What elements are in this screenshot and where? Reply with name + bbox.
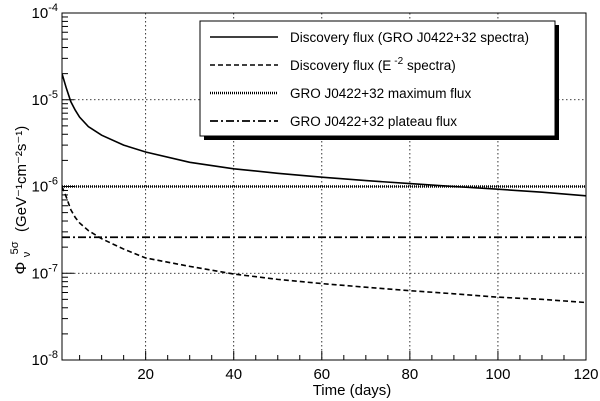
y-tick-label: 10-7 [32, 262, 58, 282]
legend-label-3: GRO J0422+32 maximum flux [290, 86, 471, 101]
y-tick-label: 10-4 [32, 2, 58, 22]
y-axis-label: Φ ν 5σ (GeV⁻¹cm⁻²s⁻¹) [5, 126, 34, 275]
y-axis-label-sub: ν [21, 251, 33, 257]
x-tick-label: 80 [402, 366, 419, 383]
y-axis-label-sup: 5σ [9, 241, 21, 254]
legend-label-4: GRO J0422+32 plateau flux [290, 114, 457, 129]
x-tick-label: 60 [313, 366, 330, 383]
legend: Discovery flux (GRO J0422+32 spectra) Dis… [199, 20, 559, 140]
x-tick-label: 40 [225, 366, 242, 383]
y-tick-label: 10-5 [32, 89, 58, 109]
series-line-2 [62, 186, 586, 304]
svg-text:Φ ν 5σ (GeV⁻: Φ ν 5σ (GeV⁻¹cm⁻²s⁻¹) [5, 126, 34, 275]
axis-ticks [62, 16, 587, 361]
y-tick-label: 10-6 [32, 176, 58, 196]
y-axis-label-units: (GeV⁻¹cm⁻²s⁻¹) [13, 126, 30, 232]
x-axis-label: Time (days) [313, 382, 392, 399]
x-tick-label: 20 [137, 366, 154, 383]
x-tick-label: 100 [485, 366, 510, 383]
legend-label-2: Discovery flux (E -2 spectra) [290, 56, 456, 73]
x-tick-labels: 20 40 60 80 100 120 [137, 366, 598, 383]
legend-label-1: Discovery flux (GRO J0422+32 spectra) [290, 30, 529, 45]
y-axis-label-main: Φ [13, 262, 30, 275]
series-line-1 [62, 73, 586, 197]
y-tick-labels: 10-8 10-7 10-6 10-5 10-4 [32, 2, 58, 369]
y-tick-label: 10-8 [32, 349, 58, 369]
x-tick-label: 120 [573, 366, 598, 383]
series-lines [62, 73, 586, 304]
